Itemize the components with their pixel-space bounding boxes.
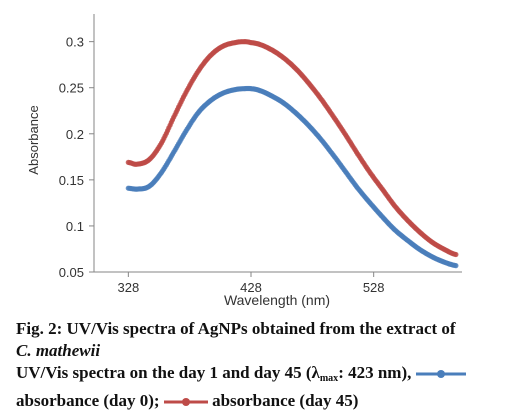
legend-marker-day45 [163,398,208,407]
y-axis-label: Absorbance [26,105,41,174]
x-tick-label: 428 [240,280,262,295]
caption-line-3: UV/Vis spectra on the day 1 and day 45 (… [16,362,521,390]
caption-title: Fig. 2: UV/Vis spectra of AgNPs obtained… [16,319,456,338]
data-point [453,251,459,258]
y-tick-label: 0.25 [59,81,84,96]
chart-axes [93,14,462,273]
y-tick-label: 0.2 [66,127,84,142]
legend-label-day45: absorbance (day 45) [212,391,359,410]
caption-line3-post: : 423 nm), [338,363,412,382]
series-day45 [125,39,459,258]
legend-marker-day0 [415,370,466,379]
y-tick-label: 0.15 [59,173,84,188]
data-point [453,263,459,269]
x-axis-label: Wavelength (nm) [224,292,330,308]
x-tick-label: 528 [363,280,385,295]
x-tick-label: 328 [117,280,139,295]
legend-label-day0: absorbance (day 0); [16,391,160,410]
chart-ticks: 0.05 0.1 0.15 0.2 0.25 0.3 328 428 528 [59,35,385,295]
caption-line-4: absorbance (day 0); absorbance (day 45) [16,390,521,412]
figure-caption: Fig. 2: UV/Vis spectra of AgNPs obtained… [16,318,521,412]
y-tick-label: 0.3 [66,35,84,50]
absorbance-chart: 0.05 0.1 0.15 0.2 0.25 0.3 328 428 528 Wavelengt… [26,14,462,308]
y-tick-label: 0.1 [66,219,84,234]
caption-line3-pre: UV/Vis spectra on the day 1 and day 45 ( [16,363,312,382]
y-tick-label: 0.05 [59,265,84,280]
chart-series [125,39,459,269]
lambda-symbol: λ [311,363,320,382]
caption-species: C. mathewii [16,341,101,360]
series-day0 [125,85,459,269]
lambda-subscript: max [319,373,339,384]
